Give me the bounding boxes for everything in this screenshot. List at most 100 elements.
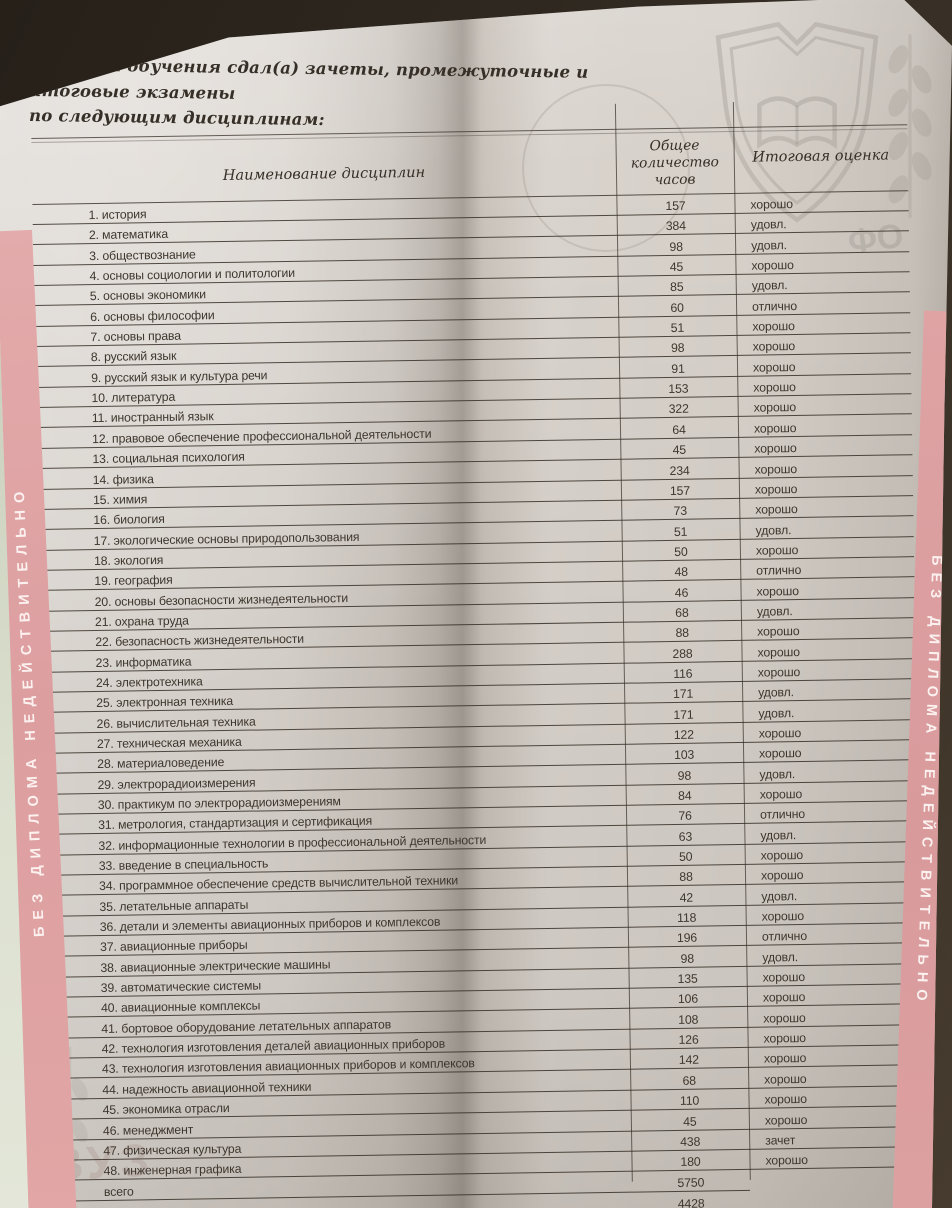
- discipline-hours: 5750: [631, 1175, 750, 1193]
- discipline-grade: хорошо: [756, 583, 800, 599]
- discipline-hours: 84: [677, 788, 692, 803]
- discipline-grade: удовл.: [750, 217, 787, 233]
- column-header-hours: Общее количество часов: [630, 137, 720, 188]
- discipline-hours: 103: [673, 747, 695, 763]
- discipline-grade: удовл.: [751, 237, 787, 253]
- discipline-grade: хорошо: [762, 990, 806, 1006]
- discipline-grade: удовл.: [756, 603, 793, 619]
- discipline-grade: хорошо: [760, 868, 804, 883]
- discipline-hours: 438: [680, 1134, 701, 1149]
- discipline-hours: 106: [677, 992, 699, 1007]
- discipline-grade: хорошо: [752, 359, 796, 375]
- column-header-grade: Итоговая оценка: [752, 147, 890, 166]
- discipline-hours: 51: [670, 320, 685, 336]
- discipline-grade: хорошо: [751, 258, 794, 273]
- discipline-hours: 322: [668, 402, 689, 417]
- discipline-hours: 118: [676, 910, 697, 926]
- discipline-hours: 63: [678, 829, 693, 844]
- intro-text-line1: За время обучения сдал(а) зачеты, промеж…: [29, 54, 589, 103]
- security-stripe-text: БЕЗ ДИПЛОМА НЕДЕЙСТВИТЕЛЬНО: [912, 554, 945, 1008]
- discipline-grade: хорошо: [753, 420, 797, 436]
- discipline-hours: 46: [674, 585, 689, 600]
- discipline-hours: 98: [669, 239, 683, 254]
- discipline-hours: 45: [672, 442, 687, 458]
- discipline-hours: 45: [669, 259, 684, 275]
- discipline-grade: хорошо: [752, 319, 795, 334]
- discipline-hours: 68: [675, 605, 689, 620]
- transcript-content: За время обучения сдал(а) зачеты, промеж…: [29, 38, 925, 1208]
- discipline-hours: 122: [673, 727, 694, 742]
- discipline-hours: 126: [678, 1032, 699, 1048]
- discipline-hours: 116: [673, 666, 693, 681]
- discipline-hours: 64: [672, 422, 686, 437]
- discipline-grade: хорошо: [763, 1051, 807, 1067]
- discipline-grade: хорошо: [754, 441, 797, 456]
- discipline-grade: хорошо: [761, 909, 805, 924]
- discipline-hours: 135: [677, 971, 698, 987]
- discipline-hours: 4428: [632, 1196, 751, 1208]
- discipline-hours: 110: [679, 1093, 700, 1109]
- discipline-hours: 153: [668, 381, 689, 397]
- discipline-hours: 171: [673, 686, 694, 702]
- column-header-name: Наименование дисциплин: [222, 164, 426, 185]
- discipline-grade: удовл.: [760, 827, 797, 843]
- discipline-hours: 76: [678, 809, 692, 824]
- discipline-grade: отлично: [761, 929, 808, 945]
- discipline-hours: 68: [682, 1073, 697, 1088]
- disciplines-table-body: 1. история 157 хорошо 2. математика 384 …: [32, 190, 924, 1182]
- discipline-grade: хорошо: [760, 847, 804, 863]
- discipline-grade: удовл.: [759, 766, 796, 782]
- discipline-grade: хорошо: [753, 380, 796, 395]
- discipline-grade: отлично: [759, 807, 806, 822]
- discipline-hours: 384: [665, 219, 686, 234]
- discipline-grade: хорошо: [757, 664, 801, 680]
- discipline-hours: 98: [670, 341, 685, 356]
- discipline-hours: 88: [675, 625, 690, 641]
- discipline-grade: хорошо: [759, 746, 802, 761]
- discipline-hours: 288: [672, 646, 693, 661]
- discipline-grade: отлично: [751, 298, 798, 314]
- discipline-grade: хорошо: [757, 644, 800, 660]
- discipline-grade: удовл.: [755, 522, 792, 538]
- discipline-hours: 45: [683, 1114, 697, 1129]
- discipline-hours: 73: [673, 503, 688, 519]
- discipline-grade: удовл.: [762, 949, 799, 965]
- discipline-grade: отлично: [756, 563, 802, 578]
- discipline-grade: хорошо: [763, 1031, 807, 1046]
- discipline-hours: 171: [673, 707, 694, 722]
- discipline-hours: 60: [670, 300, 684, 315]
- discipline-hours: 108: [678, 1012, 699, 1027]
- intro-paragraph: За время обучения сдал(а) зачеты, промеж…: [29, 52, 690, 138]
- discipline-grade: удовл.: [761, 888, 798, 904]
- discipline-hours: 91: [671, 361, 685, 376]
- discipline-grade: хорошо: [763, 1010, 806, 1026]
- discipline-hours: 180: [680, 1154, 701, 1170]
- discipline-hours: 42: [679, 890, 694, 905]
- discipline-grade: хорошо: [753, 400, 797, 416]
- discipline-grade: хорошо: [762, 970, 806, 985]
- discipline-grade: хорошо: [755, 542, 799, 558]
- discipline-grade: хорошо: [750, 197, 793, 212]
- discipline-hours: 98: [680, 951, 695, 966]
- discipline-grade: хорошо: [752, 339, 796, 355]
- discipline-grade: хорошо: [759, 786, 803, 802]
- discipline-hours: 51: [673, 524, 688, 539]
- discipline-grade: хорошо: [755, 502, 798, 517]
- discipline-hours: 157: [669, 483, 691, 498]
- discipline-hours: 85: [669, 280, 684, 295]
- discipline-grade: удовл.: [751, 278, 788, 294]
- discipline-grade: удовл.: [758, 705, 795, 721]
- discipline-hours: 196: [676, 931, 698, 946]
- discipline-hours: 88: [679, 870, 693, 885]
- discipline-grade: хорошо: [758, 725, 802, 741]
- discipline-hours: 142: [678, 1053, 700, 1068]
- discipline-grade: хорошо: [754, 481, 798, 497]
- discipline-grade: хорошо: [754, 461, 798, 477]
- discipline-grade: хорошо: [757, 624, 800, 639]
- discipline-hours: 157: [665, 198, 686, 214]
- discipline-grade: удовл.: [758, 685, 794, 700]
- discipline-hours: 98: [677, 768, 692, 783]
- discipline-hours: 50: [678, 849, 693, 864]
